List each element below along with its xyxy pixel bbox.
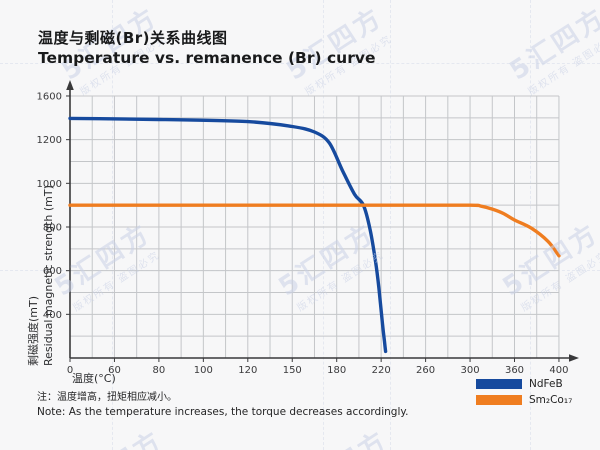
svg-text:80: 80	[153, 365, 166, 376]
page-title-zh: 温度与剩磁(Br)关系曲线图	[38, 29, 228, 47]
svg-text:1200: 1200	[37, 135, 62, 146]
svg-text:260: 260	[416, 365, 435, 376]
watermark-brand: 5汇四方	[287, 425, 394, 450]
footnotes: 注：温度增高，扭矩相应减小。 Note: As the temperature …	[37, 391, 408, 419]
svg-text:360: 360	[505, 365, 524, 376]
watermark-tile: 5汇四方 版权所有 盗图必究	[49, 218, 166, 316]
watermark-tile: 5汇四方 版权所有 盗图必究	[273, 218, 390, 316]
watermark-tile: 5汇四方 版权所有 盗图必究	[497, 218, 600, 316]
watermark-brand: 5汇四方	[504, 2, 600, 87]
note-zh: 注：温度增高，扭矩相应减小。	[37, 392, 177, 403]
legend-label-sm2co17: Sm₂Co₁₇	[529, 394, 573, 406]
guide-line-vertical	[323, 0, 324, 450]
watermark-brand: 5汇四方	[273, 218, 381, 303]
watermark-brand: 5汇四方	[497, 218, 600, 303]
watermark-brand: 5汇四方	[281, 2, 389, 87]
watermark-tile: 5汇四方 版权所有 盗图必究	[504, 2, 600, 100]
guide-line-vertical	[390, 0, 391, 450]
svg-text:300: 300	[461, 365, 480, 376]
svg-text:400: 400	[549, 365, 568, 376]
watermark-tile: 5汇四方 版权所有 盗图必究	[62, 425, 178, 450]
legend-swatch-ndfeb	[476, 379, 522, 389]
watermark-notice: 版权所有 盗图必究	[519, 249, 600, 315]
svg-text:220: 220	[372, 365, 391, 376]
y-axis-label-en: Residual magnetic strength (mT)	[42, 185, 55, 366]
legend-label-ndfeb: NdFeB	[529, 378, 563, 390]
guide-line-horizontal	[0, 270, 600, 271]
note-en: Note: As the temperature increases, the …	[37, 406, 409, 418]
legend-swatch-sm2co17	[476, 395, 522, 405]
watermark-notice: 版权所有 盗图必究	[71, 249, 163, 315]
watermark-brand: 5汇四方	[62, 425, 169, 450]
legend-item-sm2co17: Sm₂Co₁₇	[476, 394, 572, 406]
page-title-en: Temperature vs. remanence (Br) curve	[38, 49, 376, 67]
y-axis-label-zh: 剩磁强度(mT)	[27, 295, 40, 366]
watermark-brand: 5汇四方	[49, 218, 157, 303]
watermark-notice: 版权所有 盗图必究	[526, 33, 600, 99]
x-axis-label: 温度(°C)	[72, 372, 116, 385]
guide-line-horizontal	[0, 63, 600, 64]
watermark-notice: 版权所有 盗图必究	[295, 249, 387, 315]
svg-text:180: 180	[327, 365, 346, 376]
svg-text:120: 120	[238, 365, 257, 376]
legend: NdFeB Sm₂Co₁₇	[476, 378, 572, 410]
legend-item-ndfeb: NdFeB	[476, 378, 572, 390]
svg-text:100: 100	[194, 365, 213, 376]
svg-text:1600: 1600	[37, 91, 62, 102]
svg-text:150: 150	[283, 365, 302, 376]
watermark-tile: 5汇四方 版权所有 盗图必究	[287, 425, 403, 450]
